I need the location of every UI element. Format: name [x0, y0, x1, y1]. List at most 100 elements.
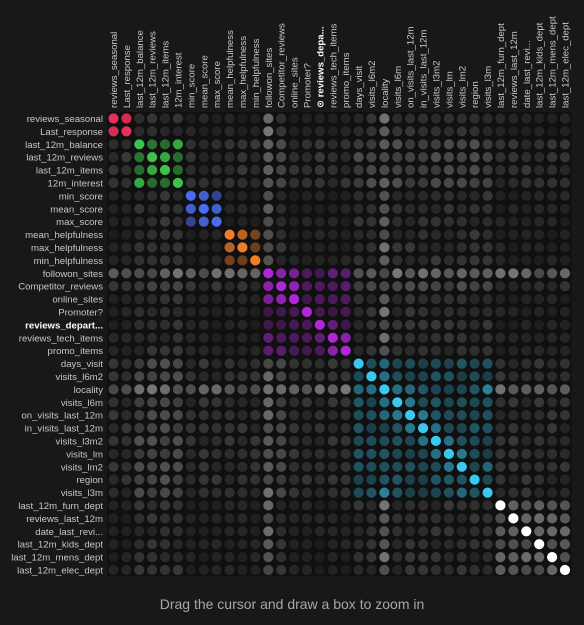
- matrix-cell-27-29[interactable]: [482, 461, 493, 472]
- matrix-cell-0-34[interactable]: [547, 113, 558, 124]
- matrix-cell-16-18[interactable]: [340, 319, 351, 330]
- matrix-cell-31-29[interactable]: [482, 513, 493, 524]
- matrix-cell-6-5[interactable]: [172, 190, 183, 201]
- matrix-cell-6-4[interactable]: [159, 190, 171, 201]
- matrix-cell-16-35[interactable]: [559, 319, 571, 330]
- matrix-cell-33-33[interactable]: [534, 539, 545, 550]
- matrix-cell-4-10[interactable]: [237, 164, 248, 176]
- matrix-cell-25-2[interactable]: [134, 435, 145, 446]
- matrix-cell-15-34[interactable]: [547, 306, 558, 317]
- matrix-cell-11-1[interactable]: [121, 255, 132, 266]
- matrix-cell-29-16[interactable]: [314, 487, 325, 498]
- matrix-cell-19-35[interactable]: [559, 358, 571, 369]
- matrix-cell-16-22[interactable]: [392, 319, 403, 330]
- matrix-cell-19-0[interactable]: [108, 358, 119, 369]
- matrix-cell-24-29[interactable]: [482, 423, 493, 434]
- matrix-cell-15-17[interactable]: [327, 306, 338, 317]
- matrix-cell-0-11[interactable]: [250, 113, 261, 124]
- matrix-cell-12-8[interactable]: [211, 268, 222, 279]
- matrix-cell-5-27[interactable]: [456, 177, 467, 188]
- matrix-cell-4-25[interactable]: [430, 164, 441, 176]
- column-label[interactable]: min_score: [186, 64, 197, 108]
- matrix-cell-16-32[interactable]: [521, 319, 532, 330]
- matrix-cell-26-3[interactable]: [147, 448, 158, 459]
- matrix-cell-0-23[interactable]: [405, 113, 416, 124]
- matrix-cell-18-26[interactable]: [443, 345, 454, 356]
- row-label[interactable]: min_helpfulness: [34, 256, 104, 267]
- matrix-cell-29-4[interactable]: [159, 487, 171, 498]
- matrix-cell-21-15[interactable]: [301, 384, 312, 395]
- matrix-cell-14-14[interactable]: [289, 294, 300, 305]
- matrix-cell-25-6[interactable]: [185, 435, 196, 446]
- matrix-cell-2-31[interactable]: [508, 139, 519, 150]
- matrix-cell-29-30[interactable]: [495, 487, 506, 498]
- matrix-cell-29-29[interactable]: [482, 487, 493, 498]
- matrix-cell-16-30[interactable]: [495, 319, 506, 330]
- matrix-cell-13-7[interactable]: [198, 281, 209, 292]
- matrix-cell-30-9[interactable]: [224, 500, 235, 511]
- matrix-cell-12-19[interactable]: [353, 268, 364, 279]
- matrix-cell-22-23[interactable]: [405, 397, 416, 408]
- matrix-cell-28-5[interactable]: [172, 474, 183, 485]
- matrix-cell-13-16[interactable]: [314, 281, 325, 292]
- matrix-cell-15-18[interactable]: [340, 306, 351, 317]
- matrix-cell-17-22[interactable]: [392, 332, 403, 343]
- matrix-cell-19-33[interactable]: [534, 358, 545, 369]
- matrix-cell-8-26[interactable]: [443, 216, 454, 227]
- matrix-cell-22-32[interactable]: [521, 397, 532, 408]
- matrix-cell-2-17[interactable]: [327, 139, 338, 150]
- matrix-cell-10-10[interactable]: [237, 242, 248, 253]
- matrix-cell-22-20[interactable]: [366, 397, 377, 408]
- matrix-cell-23-34[interactable]: [547, 410, 558, 421]
- matrix-cell-14-23[interactable]: [405, 294, 416, 305]
- matrix-cell-24-21[interactable]: [379, 423, 390, 434]
- matrix-cell-6-33[interactable]: [534, 190, 545, 201]
- matrix-cell-10-6[interactable]: [185, 242, 196, 253]
- matrix-cell-27-12[interactable]: [263, 461, 274, 472]
- matrix-cell-13-5[interactable]: [172, 281, 183, 292]
- matrix-cell-21-0[interactable]: [108, 384, 119, 395]
- matrix-cell-4-0[interactable]: [108, 164, 119, 176]
- matrix-cell-5-24[interactable]: [418, 177, 429, 188]
- matrix-cell-33-0[interactable]: [108, 539, 119, 550]
- matrix-cell-16-13[interactable]: [276, 319, 287, 330]
- matrix-cell-27-26[interactable]: [443, 461, 454, 472]
- matrix-cell-6-21[interactable]: [379, 190, 390, 201]
- matrix-cell-29-8[interactable]: [211, 487, 222, 498]
- matrix-cell-22-4[interactable]: [159, 397, 171, 408]
- matrix-cell-13-24[interactable]: [418, 281, 429, 292]
- matrix-cell-20-9[interactable]: [224, 371, 235, 382]
- matrix-cell-15-22[interactable]: [392, 306, 403, 317]
- matrix-cell-17-9[interactable]: [224, 332, 235, 343]
- matrix-cell-9-8[interactable]: [211, 229, 222, 240]
- matrix-cell-6-13[interactable]: [276, 190, 287, 201]
- matrix-cell-35-8[interactable]: [211, 564, 222, 576]
- matrix-cell-5-33[interactable]: [534, 177, 545, 188]
- row-label[interactable]: visits_l3m2: [56, 436, 103, 447]
- matrix-cell-2-34[interactable]: [547, 139, 558, 150]
- matrix-cell-5-3[interactable]: [147, 177, 158, 188]
- matrix-cell-26-32[interactable]: [521, 448, 532, 459]
- matrix-cell-15-7[interactable]: [198, 306, 209, 317]
- matrix-cell-20-16[interactable]: [314, 371, 325, 382]
- matrix-cell-35-27[interactable]: [456, 564, 467, 576]
- matrix-cell-21-2[interactable]: [134, 384, 145, 395]
- matrix-cell-20-0[interactable]: [108, 371, 119, 382]
- matrix-cell-14-9[interactable]: [224, 294, 235, 305]
- matrix-cell-1-17[interactable]: [327, 126, 338, 137]
- matrix-cell-3-26[interactable]: [443, 152, 454, 163]
- matrix-cell-26-10[interactable]: [237, 448, 248, 459]
- matrix-cell-18-9[interactable]: [224, 345, 235, 356]
- matrix-cell-17-35[interactable]: [559, 332, 571, 343]
- matrix-cell-29-26[interactable]: [443, 487, 454, 498]
- matrix-cell-15-33[interactable]: [534, 306, 545, 317]
- matrix-cell-16-23[interactable]: [405, 319, 416, 330]
- matrix-cell-13-35[interactable]: [559, 281, 571, 292]
- matrix-cell-31-11[interactable]: [250, 513, 261, 524]
- matrix-cell-0-22[interactable]: [392, 113, 403, 124]
- matrix-cell-31-32[interactable]: [521, 513, 532, 524]
- matrix-cell-26-24[interactable]: [418, 448, 429, 459]
- matrix-cell-6-34[interactable]: [547, 190, 558, 201]
- matrix-cell-18-8[interactable]: [211, 345, 222, 356]
- column-label[interactable]: promo_items: [341, 52, 352, 108]
